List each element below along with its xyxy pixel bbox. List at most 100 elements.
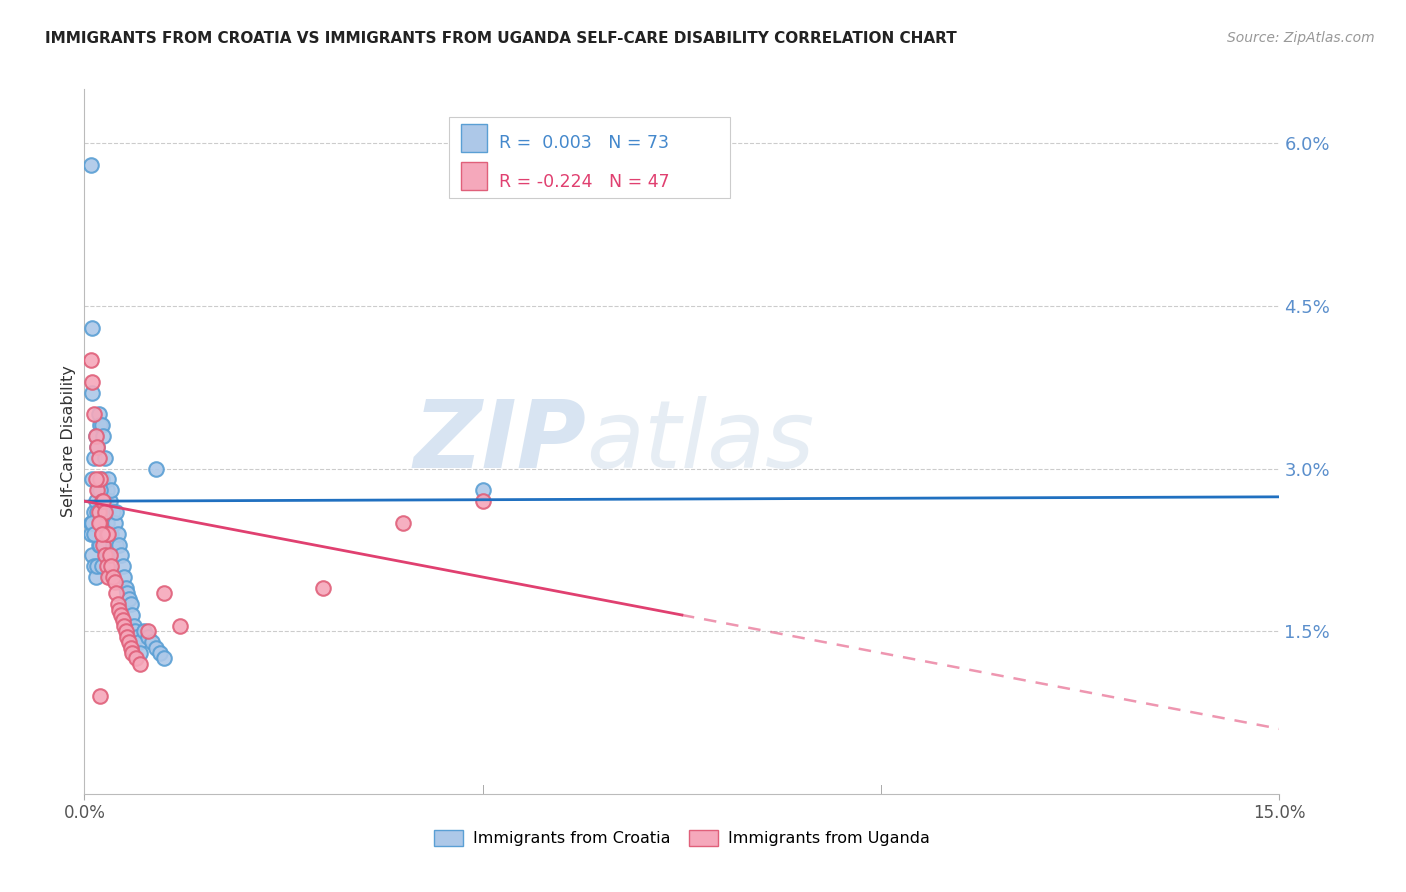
Point bbox=[108, 537, 131, 551]
Point bbox=[89, 690, 111, 704]
Point bbox=[97, 505, 120, 519]
Legend: Immigrants from Croatia, Immigrants from Uganda: Immigrants from Croatia, Immigrants from… bbox=[427, 824, 936, 853]
Point bbox=[120, 597, 142, 611]
Point bbox=[128, 635, 150, 649]
FancyBboxPatch shape bbox=[461, 162, 486, 190]
Point bbox=[84, 570, 107, 584]
Point bbox=[94, 494, 117, 508]
Point bbox=[86, 440, 108, 454]
Point bbox=[86, 559, 108, 574]
Point bbox=[111, 614, 134, 628]
Point bbox=[94, 505, 117, 519]
Point bbox=[312, 581, 335, 595]
Point bbox=[82, 549, 104, 563]
Point bbox=[90, 494, 112, 508]
Point bbox=[96, 559, 118, 574]
Point bbox=[90, 559, 112, 574]
Point bbox=[84, 494, 107, 508]
Point bbox=[117, 630, 139, 644]
Point bbox=[83, 450, 105, 465]
Point bbox=[111, 559, 134, 574]
Point bbox=[89, 473, 111, 487]
Point bbox=[105, 586, 128, 600]
Point bbox=[104, 516, 127, 530]
Text: ZIP: ZIP bbox=[413, 395, 586, 488]
Point bbox=[94, 549, 117, 563]
Point bbox=[80, 526, 103, 541]
Point bbox=[117, 586, 139, 600]
Point bbox=[101, 505, 124, 519]
Point bbox=[82, 320, 104, 334]
Point bbox=[125, 651, 148, 665]
Point bbox=[93, 537, 115, 551]
Point bbox=[110, 607, 132, 622]
Point bbox=[90, 516, 112, 530]
Point bbox=[83, 505, 105, 519]
Point bbox=[112, 619, 135, 633]
Point bbox=[89, 537, 111, 551]
Point bbox=[98, 526, 121, 541]
Point bbox=[471, 483, 494, 498]
Point bbox=[392, 516, 415, 530]
Point bbox=[80, 353, 103, 368]
Point bbox=[96, 549, 118, 563]
Point bbox=[93, 429, 115, 443]
Point bbox=[83, 559, 105, 574]
Point bbox=[89, 483, 111, 498]
Point bbox=[90, 473, 112, 487]
Point bbox=[97, 473, 120, 487]
Point bbox=[83, 526, 105, 541]
Point bbox=[145, 640, 167, 655]
Point bbox=[87, 450, 110, 465]
Point bbox=[80, 158, 103, 172]
Point bbox=[141, 635, 163, 649]
Point bbox=[90, 526, 112, 541]
Point bbox=[82, 473, 104, 487]
Point bbox=[129, 646, 152, 660]
Text: R =  0.003   N = 73: R = 0.003 N = 73 bbox=[499, 135, 669, 153]
Point bbox=[87, 516, 110, 530]
Point bbox=[136, 630, 159, 644]
Point bbox=[82, 516, 104, 530]
Point bbox=[132, 624, 156, 639]
Point bbox=[121, 646, 143, 660]
Point bbox=[87, 483, 110, 498]
Point bbox=[145, 461, 167, 475]
Point bbox=[98, 494, 121, 508]
Point bbox=[86, 505, 108, 519]
Point bbox=[97, 549, 120, 563]
Point bbox=[129, 657, 152, 671]
Point bbox=[84, 429, 107, 443]
Point bbox=[124, 624, 146, 639]
Point bbox=[110, 549, 132, 563]
Point bbox=[107, 526, 129, 541]
Point bbox=[94, 450, 117, 465]
Point bbox=[96, 526, 118, 541]
Point bbox=[121, 607, 143, 622]
Point bbox=[114, 581, 136, 595]
Point bbox=[90, 418, 112, 433]
Point bbox=[149, 646, 172, 660]
Point bbox=[118, 635, 141, 649]
Point bbox=[82, 375, 104, 389]
FancyBboxPatch shape bbox=[449, 118, 730, 198]
Point bbox=[94, 537, 117, 551]
Point bbox=[98, 549, 121, 563]
Point bbox=[86, 440, 108, 454]
Point bbox=[86, 483, 108, 498]
Point bbox=[136, 624, 159, 639]
Point bbox=[100, 483, 122, 498]
Point bbox=[108, 602, 131, 616]
Point bbox=[82, 385, 104, 400]
Point bbox=[93, 494, 115, 508]
Point bbox=[105, 505, 128, 519]
Point bbox=[84, 473, 107, 487]
Point bbox=[93, 526, 115, 541]
Point bbox=[83, 408, 105, 422]
Point bbox=[89, 418, 111, 433]
Point bbox=[84, 429, 107, 443]
Point bbox=[89, 483, 111, 498]
Point bbox=[89, 516, 111, 530]
Point bbox=[153, 651, 176, 665]
Point bbox=[112, 570, 135, 584]
